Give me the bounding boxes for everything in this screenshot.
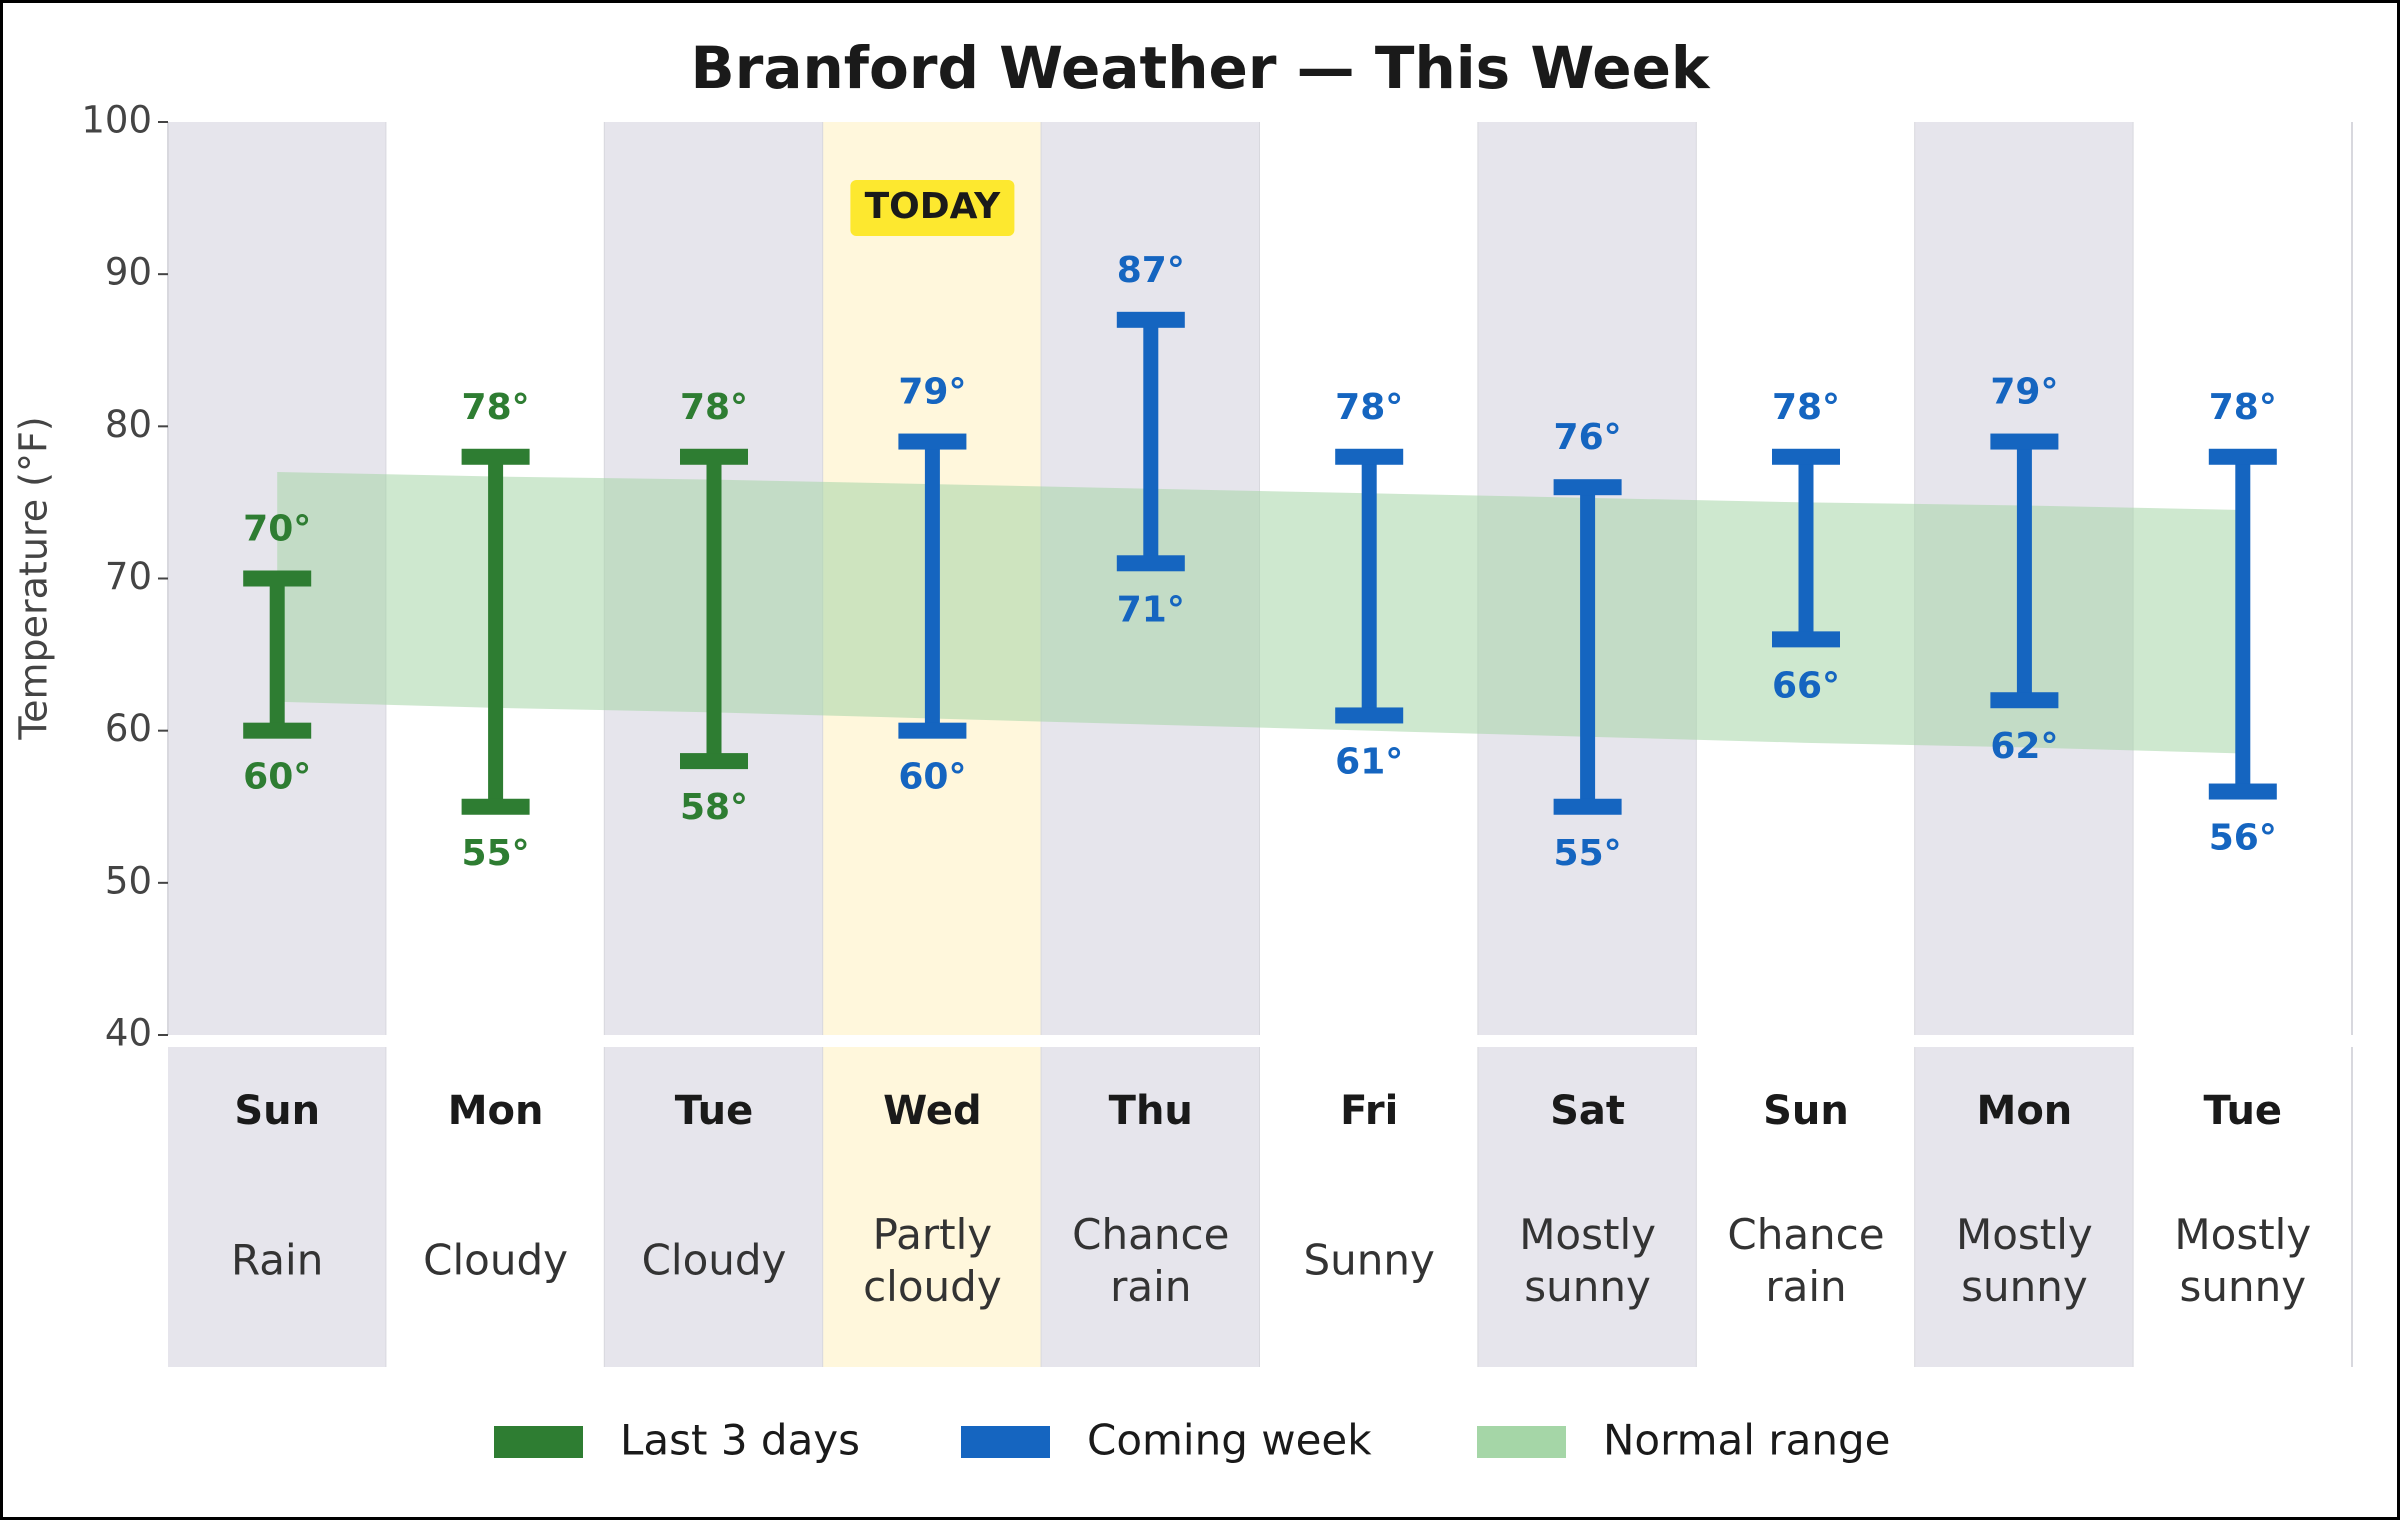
legend-label: Coming week: [1087, 1416, 1372, 1465]
column-bg: [2133, 1047, 2352, 1367]
day-name: Sat: [1550, 1088, 1625, 1134]
condition: Mostly sunny: [1956, 1210, 2093, 1311]
range-stem: [706, 456, 722, 762]
today-label: TODAY: [865, 186, 1001, 227]
column-bg: [386, 1047, 605, 1367]
column-bg: [1915, 1047, 2134, 1367]
high-cap: [243, 570, 312, 587]
day-name: Thu: [1109, 1088, 1193, 1134]
legend-swatch: [494, 1426, 583, 1458]
high-label: 78°: [1772, 387, 1840, 428]
high-cap: [680, 448, 748, 465]
legend-swatch: [1477, 1426, 1566, 1458]
today-badge: [850, 180, 1015, 236]
high-label: 76°: [1554, 417, 1622, 458]
chart-title: Branford Weather — This Week: [691, 34, 1711, 102]
y-tick-label: 40: [105, 1012, 152, 1055]
day-name: Tue: [2204, 1088, 2283, 1134]
condition: Chance rain: [1727, 1210, 1884, 1311]
high-cap: [1772, 448, 1840, 465]
column-bg: [604, 1047, 824, 1367]
high-cap: [1116, 311, 1185, 328]
day-name: Sun: [234, 1088, 320, 1134]
low-label: 55°: [462, 833, 530, 874]
day-name: Fri: [1340, 1088, 1398, 1134]
range-stem: [1798, 456, 1814, 640]
condition: Chance rain: [1072, 1210, 1229, 1311]
y-axis-label: Temperature (°F): [12, 416, 56, 740]
column-bg: [1696, 1047, 1916, 1367]
high-cap: [2208, 448, 2277, 465]
y-tick-label: 70: [105, 555, 152, 598]
range-stem: [269, 578, 285, 731]
column-bg: [823, 1047, 1042, 1367]
high-label: 78°: [680, 387, 748, 428]
range-stem: [924, 441, 940, 731]
low-cap: [243, 722, 312, 739]
y-tick-label: 50: [105, 859, 152, 902]
condition: Partly cloudy: [863, 1210, 1002, 1311]
column-bg: [1041, 1047, 1260, 1367]
high-label: 78°: [462, 387, 530, 428]
low-cap: [461, 798, 530, 815]
low-label: 60°: [898, 757, 966, 798]
range-stem: [1361, 456, 1377, 716]
low-cap: [680, 753, 748, 770]
high-label: 79°: [898, 372, 966, 413]
high-label: 70°: [243, 509, 311, 550]
range-stem: [2016, 441, 2032, 701]
low-cap: [898, 722, 967, 739]
y-tick-label: 100: [81, 99, 152, 142]
range-stem: [2235, 456, 2251, 792]
legend-swatch: [961, 1426, 1050, 1458]
high-cap: [898, 433, 967, 450]
high-label: 78°: [2209, 387, 2277, 428]
range-stem: [488, 456, 504, 807]
low-label: 55°: [1554, 833, 1622, 874]
y-tick-label: 60: [105, 707, 152, 750]
legend-label: Normal range: [1603, 1416, 1890, 1465]
low-label: 61°: [1335, 741, 1403, 782]
range-stem: [1143, 319, 1159, 564]
low-label: 62°: [1990, 726, 2058, 767]
high-label: 78°: [1335, 387, 1403, 428]
low-label: 56°: [2209, 818, 2277, 859]
high-cap: [1335, 448, 1404, 465]
low-label: 66°: [1772, 665, 1840, 706]
condition: Sunny: [1304, 1236, 1435, 1285]
low-cap: [2208, 783, 2277, 800]
condition: Mostly sunny: [1519, 1210, 1656, 1311]
high-cap: [461, 448, 530, 465]
low-cap: [1990, 692, 2059, 709]
range-stem: [1580, 487, 1596, 807]
low-label: 58°: [680, 787, 748, 828]
condition: Cloudy: [642, 1236, 787, 1285]
low-cap: [1772, 631, 1840, 648]
low-label: 60°: [243, 757, 311, 798]
day-name: Sun: [1763, 1088, 1849, 1134]
high-label: 87°: [1117, 250, 1185, 291]
column-bg: [1260, 1047, 1479, 1367]
high-label: 79°: [1990, 372, 2058, 413]
high-cap: [1990, 433, 2059, 450]
low-cap: [1116, 555, 1185, 572]
day-name: Wed: [883, 1088, 981, 1134]
high-cap: [1553, 479, 1622, 496]
column-bg: [1478, 1047, 1697, 1367]
y-tick-label: 90: [105, 251, 152, 294]
normal-range-band: [277, 471, 2243, 754]
low-cap: [1553, 798, 1622, 815]
condition: Rain: [231, 1236, 323, 1285]
legend-label: Last 3 days: [620, 1416, 860, 1465]
condition: Mostly sunny: [2174, 1210, 2311, 1311]
day-name: Mon: [1977, 1088, 2073, 1134]
day-name: Tue: [675, 1088, 754, 1134]
condition: Cloudy: [423, 1236, 568, 1285]
day-name: Mon: [448, 1088, 544, 1134]
y-tick-label: 80: [105, 403, 152, 446]
low-label: 71°: [1117, 589, 1185, 630]
low-cap: [1335, 707, 1404, 724]
column-bg: [168, 1047, 387, 1367]
